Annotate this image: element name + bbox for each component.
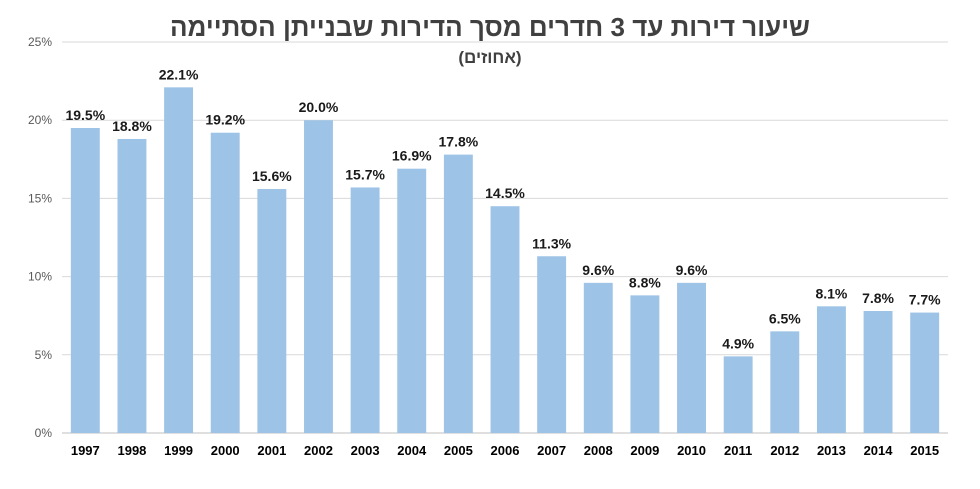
data-label: 7.8% bbox=[862, 290, 894, 306]
y-tick-label: 5% bbox=[35, 348, 53, 362]
bar bbox=[910, 312, 940, 433]
x-tick-label: 1998 bbox=[117, 443, 146, 458]
data-label: 22.1% bbox=[159, 66, 199, 82]
x-tick-label: 2000 bbox=[211, 443, 240, 458]
data-label: 14.5% bbox=[485, 185, 525, 201]
x-tick-label: 2004 bbox=[397, 443, 427, 458]
y-tick-label: 0% bbox=[35, 426, 53, 440]
bar bbox=[443, 154, 473, 433]
bar bbox=[816, 306, 846, 433]
bar bbox=[490, 206, 520, 433]
y-tick-label: 25% bbox=[28, 35, 52, 49]
data-label: 15.7% bbox=[345, 166, 385, 182]
data-label: 8.1% bbox=[815, 285, 847, 301]
y-tick-label: 15% bbox=[28, 191, 52, 205]
x-tick-label: 2003 bbox=[351, 443, 380, 458]
data-label: 6.5% bbox=[769, 310, 801, 326]
data-label: 15.6% bbox=[252, 168, 292, 184]
chart-title: שיעור דירות עד 3 חדרים מסך הדירות שבניית… bbox=[169, 12, 810, 42]
bar bbox=[350, 187, 380, 433]
x-tick-label: 2005 bbox=[444, 443, 473, 458]
bar bbox=[164, 87, 194, 433]
bar bbox=[723, 356, 753, 433]
x-tick-label: 2015 bbox=[910, 443, 939, 458]
data-label: 20.0% bbox=[299, 99, 339, 115]
bar bbox=[257, 189, 287, 433]
bar bbox=[537, 256, 567, 433]
data-label: 11.3% bbox=[532, 235, 571, 251]
data-label: 7.7% bbox=[909, 292, 941, 308]
bar bbox=[677, 282, 706, 433]
x-tick-label: 2002 bbox=[304, 443, 333, 458]
data-label: 8.8% bbox=[629, 274, 661, 290]
bar bbox=[770, 331, 800, 433]
bar bbox=[397, 168, 427, 433]
x-tick-label: 2013 bbox=[817, 443, 846, 458]
x-tick-label: 2010 bbox=[677, 443, 706, 458]
data-label: 19.5% bbox=[65, 107, 105, 123]
bar bbox=[117, 138, 147, 433]
bar bbox=[70, 128, 100, 433]
x-tick-label: 2007 bbox=[537, 443, 566, 458]
x-tick-label: 2014 bbox=[864, 443, 894, 458]
y-tick-label: 10% bbox=[28, 270, 52, 284]
data-label: 18.8% bbox=[112, 118, 152, 134]
x-tick-label: 2011 bbox=[724, 443, 752, 458]
data-label: 19.2% bbox=[205, 112, 245, 128]
y-tick-label: 20% bbox=[28, 113, 52, 127]
data-label: 16.9% bbox=[392, 148, 432, 164]
x-tick-label: 2001 bbox=[257, 443, 286, 458]
data-label: 4.9% bbox=[722, 335, 754, 351]
bar bbox=[630, 295, 660, 433]
x-tick-label: 2012 bbox=[770, 443, 799, 458]
x-tick-label: 2009 bbox=[630, 443, 659, 458]
data-label: 17.8% bbox=[439, 134, 479, 150]
x-tick-label: 2008 bbox=[584, 443, 613, 458]
bar bbox=[863, 311, 893, 433]
bar bbox=[583, 282, 613, 433]
bar bbox=[210, 132, 240, 433]
x-tick-label: 1999 bbox=[164, 443, 193, 458]
x-tick-label: 1997 bbox=[71, 443, 100, 458]
chart-subtitle: (אחוזים) bbox=[458, 48, 522, 67]
data-label: 9.6% bbox=[676, 262, 708, 278]
x-tick-label: 2006 bbox=[491, 443, 520, 458]
data-label: 9.6% bbox=[582, 262, 614, 278]
bar bbox=[304, 120, 333, 433]
